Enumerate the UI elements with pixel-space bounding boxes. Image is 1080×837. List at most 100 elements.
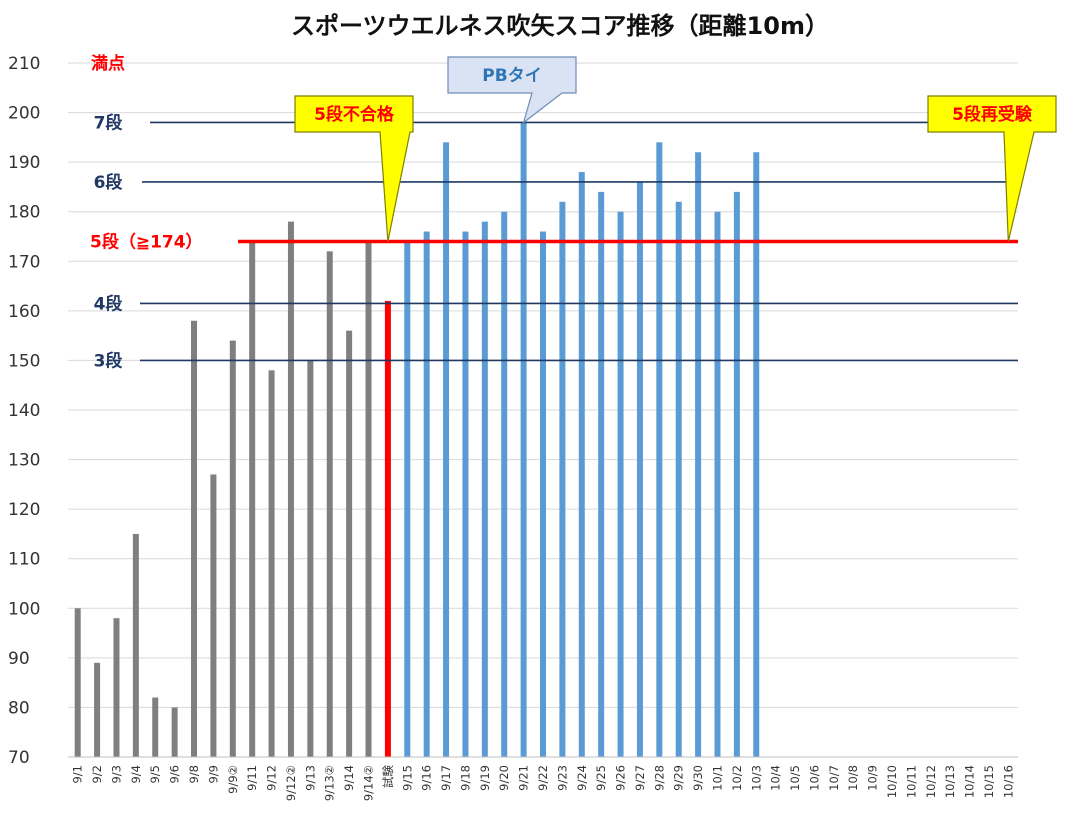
x-tick-label: 9/1 <box>71 765 85 784</box>
bar <box>268 370 275 757</box>
x-tick-label: 9/26 <box>614 765 628 791</box>
x-tick-label: 9/19 <box>478 765 492 791</box>
callout-label: PBタイ <box>482 66 541 86</box>
bar <box>598 191 605 757</box>
x-tick-label: 9/21 <box>517 765 531 791</box>
y-tick-label: 190 <box>8 153 40 173</box>
bar <box>249 241 256 757</box>
x-tick-label: 9/20 <box>497 765 511 791</box>
x-tick-label: 9/29 <box>672 765 686 791</box>
x-tick-label: 10/5 <box>788 765 802 791</box>
x-tick-label: 10/2 <box>730 765 744 791</box>
x-tick-label: 9/3 <box>109 765 123 784</box>
callout-label: 5段不合格 <box>314 104 395 125</box>
reference-lines: 満点 7段 6段 5段（≧174） 4段 3段 <box>90 53 1018 371</box>
bar <box>520 122 527 757</box>
bar <box>617 211 624 757</box>
level-label: 3段 <box>94 350 123 371</box>
bar <box>326 251 333 757</box>
x-tick-label: 9/25 <box>594 765 608 791</box>
bar <box>695 152 702 757</box>
y-tick-label: 160 <box>8 302 40 322</box>
x-tick-label: 10/4 <box>769 765 783 791</box>
level-label: 7段 <box>94 112 123 133</box>
x-axis: 9/1 9/2 9/3 9/4 9/5 9/6 9/8 9/9 9/9② 9/11 9/12 9/12… <box>68 756 1018 801</box>
chart-title: スポーツウエルネス吹矢スコア推移（距離10m） <box>291 12 829 40</box>
callout-shape <box>927 95 1057 242</box>
x-tick-label: 試験 <box>381 765 395 788</box>
callout-shape <box>294 95 414 242</box>
y-tick-label: 90 <box>8 649 30 669</box>
x-tick-label: 9/12② <box>284 765 298 801</box>
y-tick-label: 150 <box>8 351 40 371</box>
bar <box>540 231 546 758</box>
level-label: 4段 <box>94 293 123 314</box>
bars <box>74 122 760 758</box>
bar <box>74 608 81 757</box>
bar <box>559 201 566 758</box>
bar <box>365 241 372 757</box>
x-tick-label: 10/13 <box>943 765 957 798</box>
bar <box>132 533 139 757</box>
y-tick-label: 110 <box>8 550 40 570</box>
y-tick-label: 200 <box>8 104 40 124</box>
x-tick-label: 9/27 <box>633 765 647 791</box>
x-tick-label: 10/12 <box>924 765 938 798</box>
x-tick-label: 9/6 <box>168 765 182 784</box>
x-tick-label: 9/13 <box>303 765 317 791</box>
bar <box>423 231 430 758</box>
x-tick-label: 10/7 <box>827 765 841 791</box>
bar <box>191 320 198 757</box>
x-tick-label: 9/11 <box>245 765 259 791</box>
x-tick-label: 9/18 <box>458 765 472 791</box>
bar <box>171 707 178 757</box>
x-tick-label: 9/24 <box>575 765 589 791</box>
bar <box>287 221 294 758</box>
x-tick-label: 9/12 <box>265 765 279 791</box>
y-tick-label: 130 <box>8 451 40 471</box>
bar <box>462 231 469 758</box>
x-tick-label: 10/9 <box>866 765 880 791</box>
level-label: 5段（≧174） <box>90 231 203 252</box>
bar <box>113 618 120 757</box>
x-tick-label: 9/14 <box>342 765 356 791</box>
level-label: 満点 <box>91 53 125 74</box>
y-tick-label: 100 <box>8 599 40 619</box>
x-tick-label: 9/2 <box>90 765 104 784</box>
y-tick-label: 80 <box>8 698 30 718</box>
x-tick-label: 10/6 <box>807 765 821 791</box>
bar <box>501 211 508 757</box>
x-tick-label: 10/1 <box>710 765 724 791</box>
y-tick-label: 170 <box>8 252 40 272</box>
bar <box>404 241 411 757</box>
x-tick-label: 10/10 <box>885 765 899 798</box>
callout-shape <box>447 56 577 125</box>
x-tick-label: 9/16 <box>420 765 434 791</box>
x-tick-label: 9/15 <box>400 765 414 791</box>
x-tick-label: 10/11 <box>904 765 918 798</box>
callouts: 5段不合格 PBタイ 5段再受験 <box>294 56 1057 242</box>
level-label: 6段 <box>94 172 123 193</box>
bar <box>152 697 159 757</box>
y-tick-label: 180 <box>8 203 40 223</box>
x-tick-label: 9/4 <box>129 765 143 784</box>
bar <box>481 221 488 758</box>
x-tick-label: 10/8 <box>846 765 860 791</box>
y-tick-label: 140 <box>8 401 40 421</box>
bar <box>636 181 643 757</box>
x-tick-label: 9/17 <box>439 765 453 791</box>
bar <box>443 142 450 758</box>
bar <box>384 300 391 757</box>
x-tick-label: 10/14 <box>963 765 977 798</box>
x-tick-label: 9/8 <box>187 765 201 784</box>
x-tick-label: 10/15 <box>982 765 996 798</box>
bar <box>578 172 585 758</box>
bar <box>346 330 353 757</box>
bar <box>714 211 721 757</box>
bar <box>210 474 217 757</box>
x-tick-label: 9/13② <box>323 765 337 801</box>
bar <box>753 152 760 757</box>
x-tick-label: 10/16 <box>1001 765 1015 798</box>
bar <box>94 662 101 757</box>
bar <box>656 142 663 758</box>
